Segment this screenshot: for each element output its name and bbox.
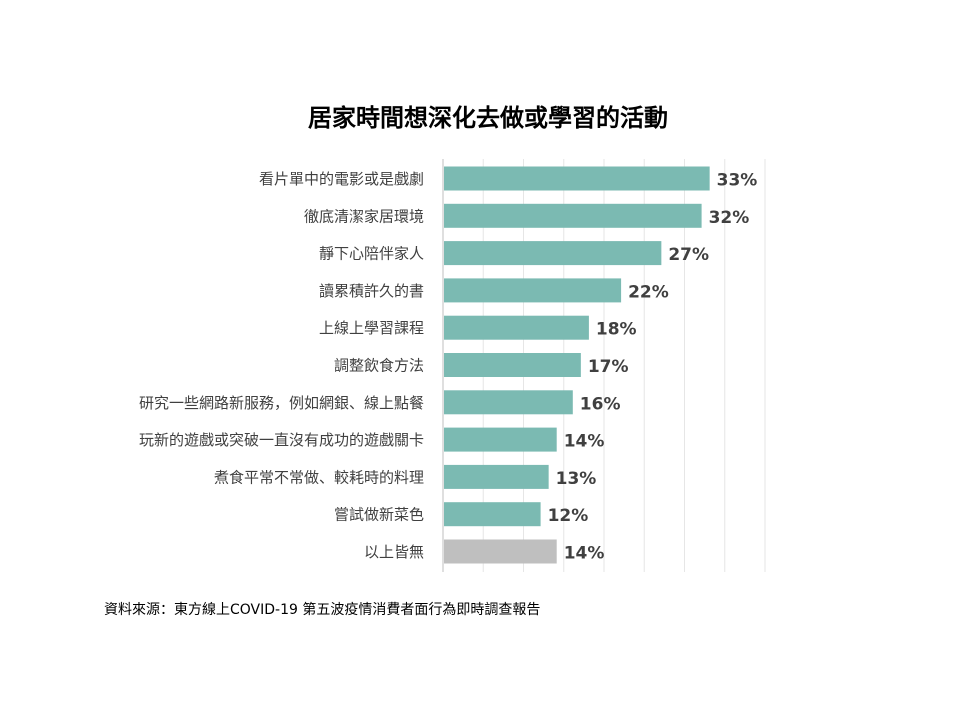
bar xyxy=(444,166,710,191)
bar xyxy=(444,502,541,527)
category-label: 看片單中的電影或是戲劇 xyxy=(259,170,424,188)
value-label: 14% xyxy=(564,432,605,452)
category-label: 上線上學習課程 xyxy=(319,319,424,337)
category-label: 靜下心陪伴家人 xyxy=(319,245,424,263)
value-label: 14% xyxy=(564,544,605,564)
value-label: 13% xyxy=(556,469,597,489)
bar xyxy=(444,353,581,377)
category-label: 煮食平常不常做、較耗時的料理 xyxy=(214,468,424,486)
value-label: 22% xyxy=(628,282,669,302)
bar xyxy=(444,390,573,415)
value-label: 16% xyxy=(580,394,621,414)
category-label: 玩新的遊戲或突破一直沒有成功的遊戲關卡 xyxy=(139,431,424,449)
chart-title: 居家時間想深化去做或學習的活動 xyxy=(308,104,668,132)
value-label: 33% xyxy=(717,171,758,191)
value-label: 32% xyxy=(709,208,750,228)
bar xyxy=(444,464,549,489)
value-label: 17% xyxy=(588,357,629,377)
bar xyxy=(444,241,662,266)
category-label: 以上皆無 xyxy=(364,543,424,561)
bar xyxy=(444,427,557,452)
bar xyxy=(444,315,589,340)
value-label: 12% xyxy=(548,506,589,526)
category-label: 嘗試做新菜色 xyxy=(334,506,424,524)
category-label: 讀累積許久的書 xyxy=(319,282,424,300)
bar xyxy=(444,203,702,228)
bar xyxy=(444,278,622,303)
source-note: 資料來源：東方線上COVID-19 第五波疫情消費者面行為即時調查報告 xyxy=(104,602,541,618)
category-labels: 看片單中的電影或是戲劇徹底清潔家居環境靜下心陪伴家人讀累積許久的書上線上學習課程… xyxy=(139,170,424,561)
category-label: 調整飲食方法 xyxy=(334,357,424,375)
value-labels: 33% 32%27% 22% 18% 17% 16% 14% 13% 12% 14% xyxy=(548,171,758,564)
bar xyxy=(444,539,557,564)
category-label: 徹底清潔家居環境 xyxy=(304,207,424,225)
value-label: 18% xyxy=(596,320,637,340)
bars xyxy=(444,166,710,564)
category-label: 研究一些網路新服務，例如網銀、線上點餐 xyxy=(139,394,424,412)
value-label: 27% xyxy=(668,245,709,265)
